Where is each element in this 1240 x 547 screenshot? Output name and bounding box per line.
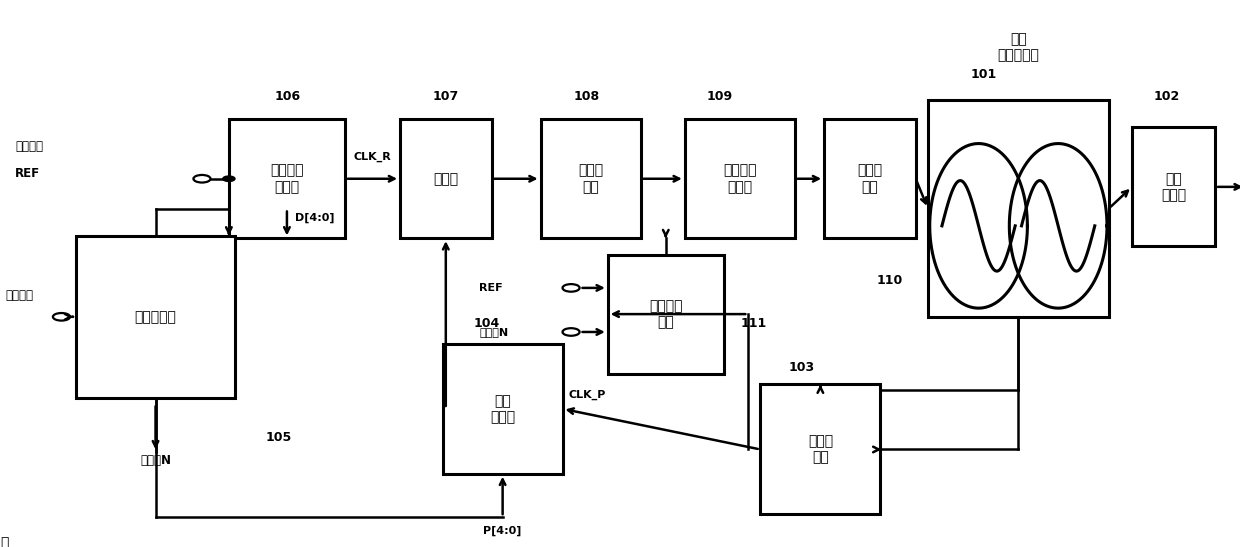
Text: 除八分
频器: 除八分 频器 xyxy=(807,434,833,464)
Bar xyxy=(229,119,345,238)
Text: 采样器: 采样器 xyxy=(433,172,459,186)
Text: 101: 101 xyxy=(971,68,997,82)
Text: 105: 105 xyxy=(265,431,291,444)
Circle shape xyxy=(223,176,236,182)
Text: 数字环路
滤波器: 数字环路 滤波器 xyxy=(723,164,756,194)
Bar xyxy=(928,100,1109,317)
Text: 数字输入: 数字输入 xyxy=(5,289,33,301)
Text: 103: 103 xyxy=(789,360,815,374)
Text: 111: 111 xyxy=(742,317,768,330)
Bar xyxy=(684,119,795,238)
Text: 107: 107 xyxy=(433,90,459,103)
Text: 108: 108 xyxy=(574,90,600,103)
Text: 参考时钟: 参考时钟 xyxy=(15,140,43,153)
Bar xyxy=(76,236,236,398)
Text: 109: 109 xyxy=(707,90,733,103)
Text: 正交
压控振荡器: 正交 压控振荡器 xyxy=(997,32,1039,62)
Text: 102: 102 xyxy=(1154,90,1180,103)
Text: 数字处理器: 数字处理器 xyxy=(135,310,176,324)
Text: 106: 106 xyxy=(274,90,300,103)
Text: 110: 110 xyxy=(877,274,903,287)
Text: 分频比N: 分频比N xyxy=(480,327,508,337)
Text: 频率锁定
模块: 频率锁定 模块 xyxy=(649,299,682,329)
Bar xyxy=(541,119,641,238)
Text: 分频比N: 分频比N xyxy=(140,454,171,467)
Bar xyxy=(443,344,563,474)
Text: 相位
插值器: 相位 插值器 xyxy=(490,394,515,424)
Bar xyxy=(1132,127,1215,247)
Text: 输出
缓冲器: 输出 缓冲器 xyxy=(1161,172,1187,202)
Text: 104: 104 xyxy=(474,317,500,330)
Text: REF: REF xyxy=(480,283,503,293)
Text: REF: REF xyxy=(15,167,40,180)
Text: 数模转
换器: 数模转 换器 xyxy=(857,164,883,194)
Text: 测: 测 xyxy=(0,536,9,547)
Bar xyxy=(401,119,491,238)
Bar xyxy=(608,254,724,374)
Text: CLK_P: CLK_P xyxy=(569,390,606,400)
Text: P[4:0]: P[4:0] xyxy=(484,526,522,536)
Bar xyxy=(760,385,880,514)
Text: CLK_R: CLK_R xyxy=(353,152,392,162)
Text: 数字时间
转换器: 数字时间 转换器 xyxy=(270,164,304,194)
Bar xyxy=(825,119,915,238)
Text: 模数转
换器: 模数转 换器 xyxy=(578,164,603,194)
Text: D[4:0]: D[4:0] xyxy=(295,213,335,223)
